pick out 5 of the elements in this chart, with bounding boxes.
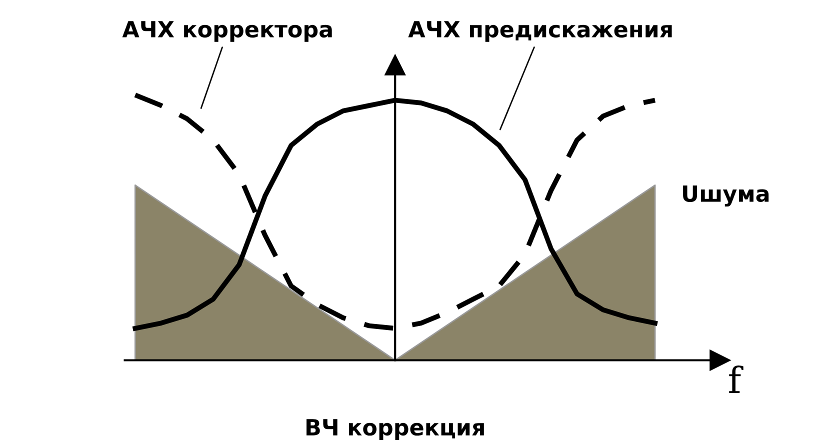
- x-axis-title: f: [729, 366, 744, 393]
- text: АЧХ предискажения: [408, 21, 672, 42]
- text: АЧХ корректора: [122, 21, 332, 42]
- text: ВЧ коррекция: [306, 419, 484, 440]
- text: Uшума: [683, 186, 769, 207]
